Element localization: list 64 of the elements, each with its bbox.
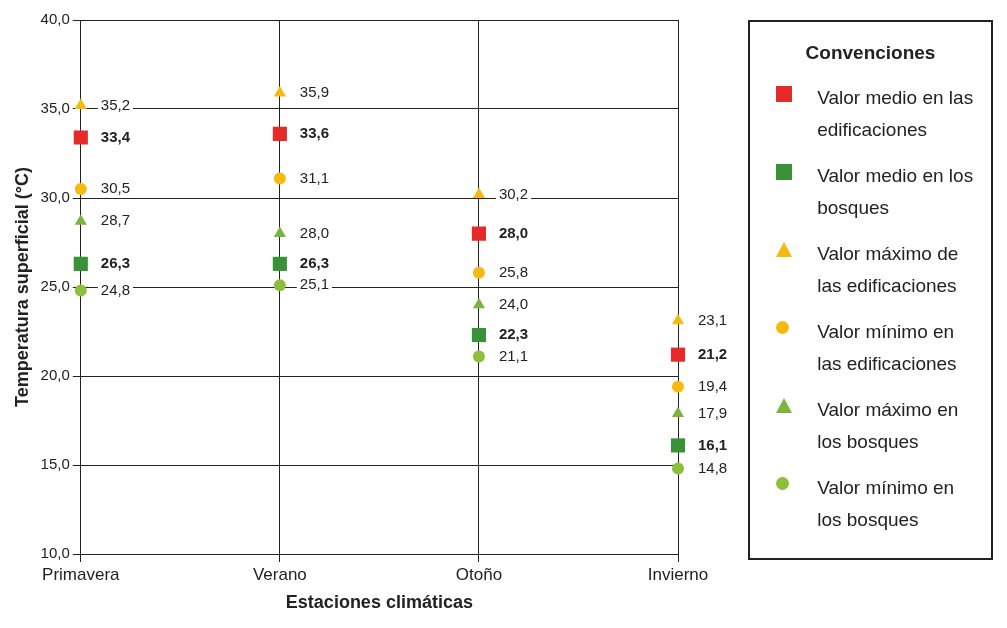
point [272, 256, 287, 271]
point [272, 126, 287, 141]
x-tick-label: Invierno [647, 564, 709, 584]
point [670, 347, 686, 362]
legend-label: Valor máximo de las edificaciones [817, 242, 960, 298]
point [472, 297, 485, 309]
data-label: 22,3 [498, 325, 529, 343]
point [471, 327, 486, 343]
data-label: 28,7 [100, 211, 130, 229]
legend-label: Valor máximo en los bosques [817, 398, 960, 454]
point [73, 256, 88, 271]
point [672, 462, 684, 475]
point [73, 130, 88, 145]
legend-title: Convenciones [804, 42, 937, 64]
point [472, 187, 485, 198]
data-label: 16,1 [698, 435, 728, 453]
data-label: 19,4 [698, 376, 728, 394]
data-label: 31,1 [299, 168, 330, 186]
point [74, 214, 87, 225]
data-label: 17,9 [698, 403, 728, 421]
point [671, 313, 685, 325]
point [273, 172, 286, 185]
data-label: 35,9 [299, 83, 330, 101]
data-label: 26,3 [100, 254, 130, 271]
data-label: 25,8 [498, 262, 529, 280]
data-label: 33,4 [100, 127, 131, 145]
data-label: 24,8 [100, 280, 130, 298]
data-label: 26,3 [299, 254, 330, 271]
y-tick-label: 10,0 [40, 544, 70, 562]
y-tick-label: 40,0 [40, 10, 70, 28]
data-label: 35,2 [100, 95, 130, 113]
data-label: 21,2 [698, 344, 728, 362]
point [672, 380, 684, 393]
point [273, 226, 286, 238]
data-label: 30,5 [100, 179, 130, 197]
y-tick-label: 20,0 [40, 366, 70, 384]
x-tick-label: Otoño [455, 564, 503, 584]
x-tick-label: Primavera [42, 564, 121, 584]
point [472, 350, 485, 363]
point [273, 279, 286, 292]
x-tick-label: Verano [252, 564, 307, 584]
data-label: 28,0 [299, 223, 330, 241]
y-axis-title: Temperatura superficial (°C) [11, 167, 32, 407]
data-label: 28,0 [498, 223, 529, 241]
point [471, 226, 486, 241]
legend-label: Valor medio en las edificaciones [817, 86, 975, 142]
y-tick-label: 25,0 [40, 277, 70, 295]
data-label: 30,2 [498, 184, 529, 202]
point [671, 406, 685, 417]
x-axis-title: Estaciones climáticas [285, 592, 473, 613]
data-label: 14,8 [698, 458, 728, 476]
legend-label: Valor mínimo en los bosques [817, 476, 956, 532]
data-label: 21,1 [498, 346, 529, 364]
y-tick-label: 15,0 [40, 455, 70, 473]
point [472, 266, 485, 279]
data-label: 24,0 [498, 294, 529, 312]
legend-label: Valor mínimo en las edificaciones [817, 320, 958, 376]
legend-label: Valor medio en los bosques [817, 164, 975, 220]
y-tick-label: 35,0 [40, 99, 70, 117]
y-tick-label: 30,0 [40, 188, 70, 206]
point [670, 438, 686, 453]
data-label: 33,6 [299, 124, 330, 142]
data-label: 25,1 [299, 275, 330, 293]
data-label: 23,1 [698, 310, 728, 328]
